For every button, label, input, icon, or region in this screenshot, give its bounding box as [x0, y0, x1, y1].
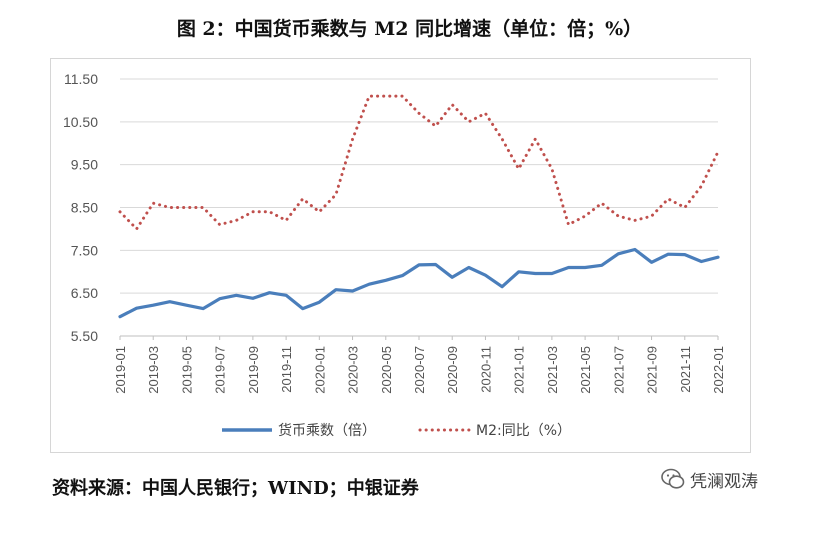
x-tick-label: 2020-01	[312, 346, 327, 394]
y-tick-label: 10.50	[63, 114, 98, 130]
legend-label-multiplier: 货币乘数（倍）	[278, 422, 376, 439]
x-tick-label: 2019-03	[146, 346, 161, 394]
chart-title: 图 2：中国货币乘数与 M2 同比增速（单位：倍；%）	[176, 18, 643, 40]
y-tick-label: 7.50	[71, 242, 98, 258]
x-tick-label: 2022-01	[711, 346, 726, 394]
series-lines	[118, 94, 720, 319]
legend-label-m2: M2:同比（%）	[476, 423, 571, 439]
watermark: 凭澜观涛	[660, 466, 758, 492]
watermark-text: 凭澜观涛	[690, 471, 758, 492]
chart-frame	[50, 58, 751, 453]
x-tick-label: 2019-05	[179, 346, 194, 394]
x-tick-label: 2020-03	[346, 346, 361, 394]
legend: 货币乘数（倍） M2:同比（%）	[222, 422, 571, 439]
x-tick-label: 2021-05	[578, 346, 593, 394]
y-tick-label: 5.50	[71, 328, 98, 344]
x-tick-label: 2020-07	[412, 346, 427, 394]
x-tick-label: 2019-07	[213, 346, 228, 394]
x-tick-label: 2019-01	[113, 346, 128, 394]
y-tick-label: 6.50	[71, 285, 98, 301]
y-tick-label: 11.50	[64, 71, 98, 87]
x-tick-label: 2021-11	[678, 346, 693, 393]
y-tick-label: 9.50	[71, 157, 98, 173]
x-tick-label: 2019-11	[279, 346, 294, 393]
x-tick-label: 2021-01	[512, 346, 527, 394]
x-tick-label: 2020-09	[445, 346, 460, 394]
x-tick-label: 2021-03	[545, 346, 560, 394]
x-tick-label: 2020-05	[379, 346, 394, 394]
x-tick-label: 2021-09	[645, 346, 660, 394]
x-tick-label: 2020-11	[478, 346, 493, 393]
x-tick-labels: 2019-01 2019-03 2019-05 2019-07 2019-09 2019-…	[113, 336, 726, 394]
source-note: 资料来源：中国人民银行；WIND；中银证券	[52, 478, 419, 499]
y-tick-labels: 5.50 6.50 7.50 8.50 9.50 10.50 11.50	[63, 71, 98, 344]
wechat-icon	[661, 468, 685, 489]
x-tick-label: 2021-07	[611, 346, 626, 394]
grid-lines	[120, 78, 718, 337]
series-line-m2	[118, 94, 720, 231]
x-tick-label: 2019-09	[246, 346, 261, 394]
series-line-multiplier	[118, 247, 720, 319]
y-tick-label: 8.50	[71, 200, 98, 216]
